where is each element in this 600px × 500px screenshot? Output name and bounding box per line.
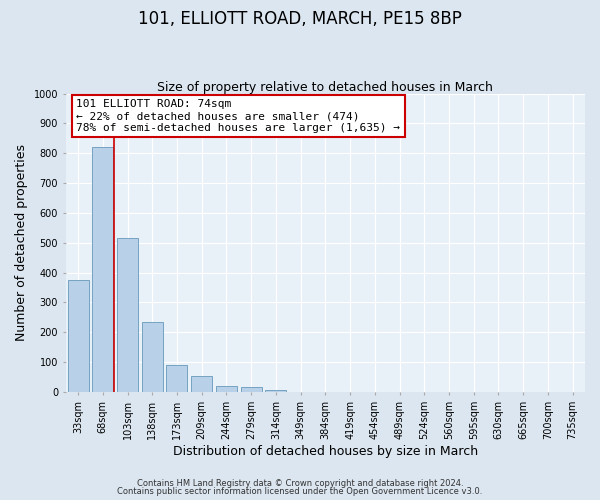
Bar <box>92 147 113 392</box>
Text: Contains public sector information licensed under the Open Government Licence v3: Contains public sector information licen… <box>118 487 482 496</box>
Y-axis label: Number of detached properties: Number of detached properties <box>15 144 28 341</box>
Title: Size of property relative to detached houses in March: Size of property relative to detached ho… <box>157 80 493 94</box>
Bar <box>241 388 262 392</box>
Bar <box>191 376 212 392</box>
Bar <box>142 322 163 392</box>
Bar <box>216 386 237 392</box>
Text: 101, ELLIOTT ROAD, MARCH, PE15 8BP: 101, ELLIOTT ROAD, MARCH, PE15 8BP <box>138 10 462 28</box>
Bar <box>265 390 286 392</box>
Bar <box>68 280 89 392</box>
Bar <box>117 238 138 392</box>
Text: 101 ELLIOTT ROAD: 74sqm
← 22% of detached houses are smaller (474)
78% of semi-d: 101 ELLIOTT ROAD: 74sqm ← 22% of detache… <box>76 100 400 132</box>
Text: Contains HM Land Registry data © Crown copyright and database right 2024.: Contains HM Land Registry data © Crown c… <box>137 478 463 488</box>
X-axis label: Distribution of detached houses by size in March: Distribution of detached houses by size … <box>173 444 478 458</box>
Bar <box>166 365 187 392</box>
